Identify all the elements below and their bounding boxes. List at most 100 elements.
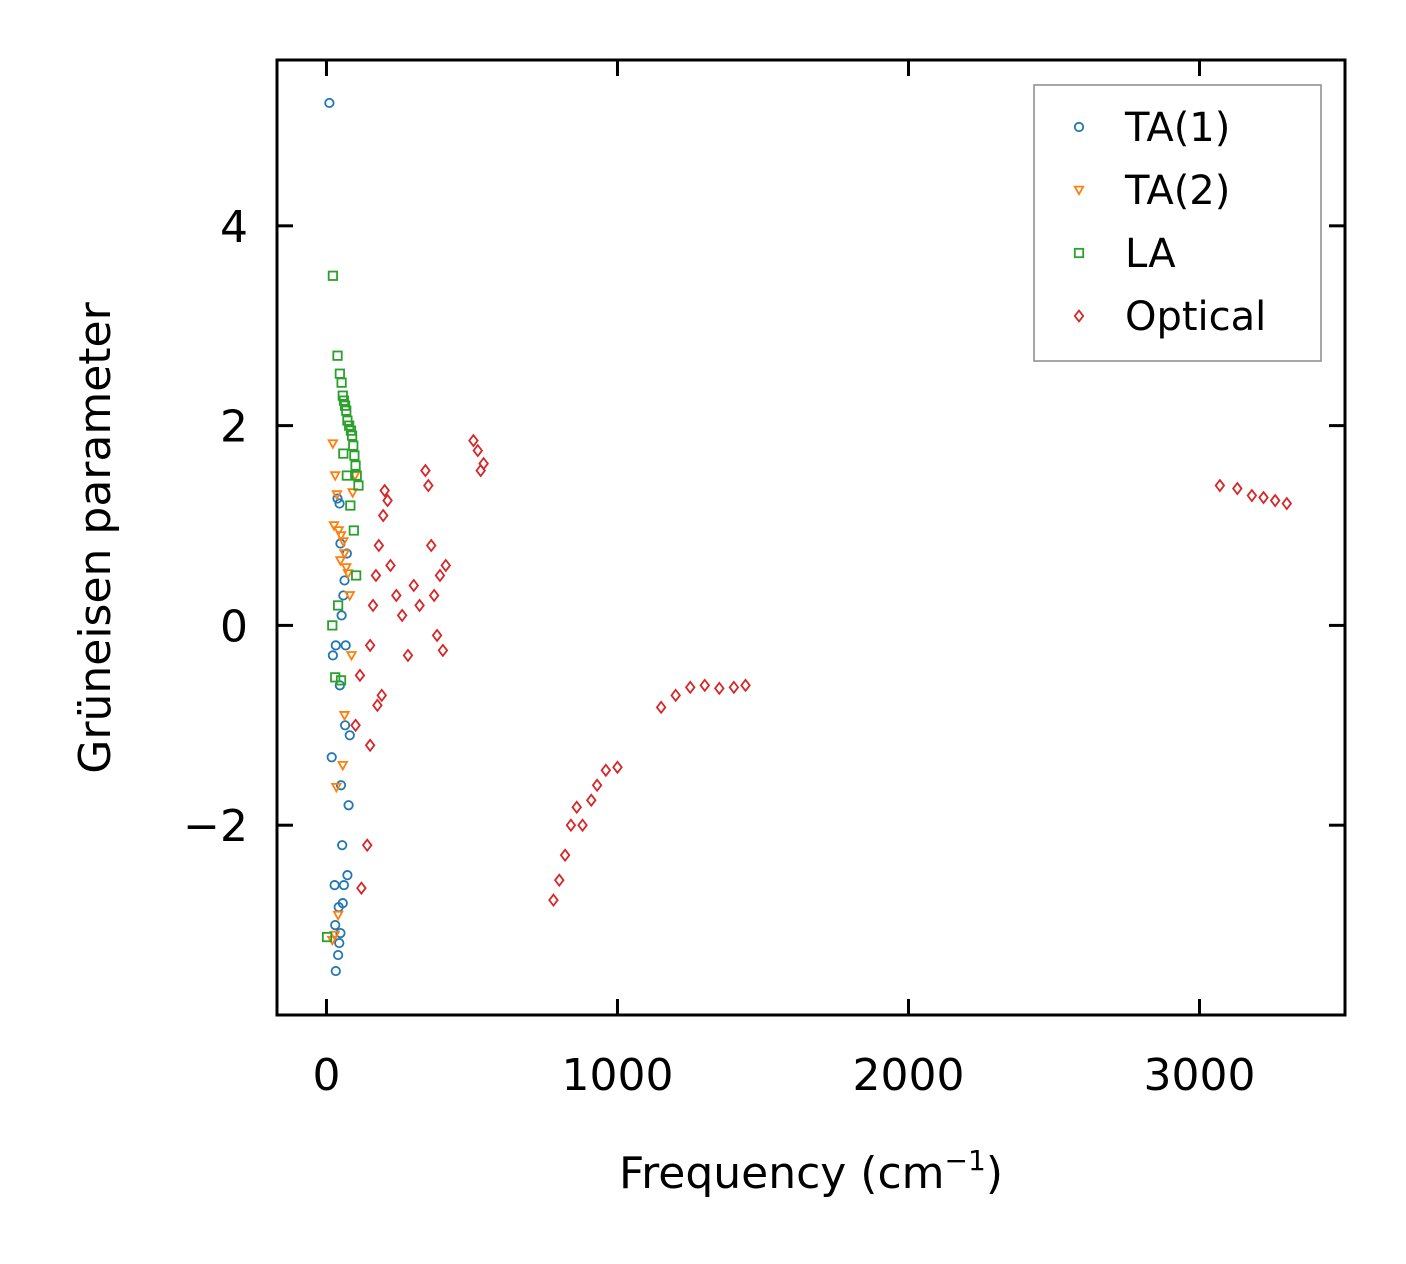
legend: TA(1) TA(2) LA Optical	[1033, 84, 1322, 362]
data-point	[327, 270, 338, 281]
data-point	[699, 678, 711, 693]
data-point	[364, 738, 376, 753]
data-point	[336, 377, 347, 388]
data-point	[571, 800, 583, 815]
series-optical	[350, 433, 1293, 908]
data-point	[333, 600, 344, 611]
y-tick-label: 2	[220, 402, 248, 453]
data-point	[353, 480, 364, 491]
data-point	[344, 591, 356, 602]
data-point	[420, 463, 431, 478]
legend-label: TA(1)	[1124, 105, 1230, 151]
data-point	[329, 471, 341, 482]
data-point	[337, 898, 348, 909]
data-point	[335, 675, 347, 686]
data-point	[326, 752, 337, 763]
data-point	[334, 556, 347, 567]
data-point	[330, 965, 341, 977]
data-point	[351, 570, 362, 581]
data-point	[343, 800, 354, 811]
data-point	[327, 650, 338, 661]
data-point	[713, 681, 725, 696]
data-point	[332, 493, 343, 504]
data-point	[670, 688, 682, 703]
data-point	[356, 881, 367, 896]
plot-marks	[321, 97, 1293, 977]
data-point	[382, 493, 393, 508]
legend-label: Optical	[1125, 294, 1266, 340]
data-point	[333, 949, 344, 961]
data-point	[340, 563, 352, 574]
data-point	[348, 440, 359, 451]
data-point	[332, 910, 344, 922]
data-point	[385, 558, 396, 573]
data-point	[425, 538, 437, 553]
data-point	[337, 761, 349, 772]
data-point	[349, 450, 360, 461]
legend-marker	[1073, 247, 1085, 259]
data-point	[340, 640, 351, 651]
data-point	[377, 508, 389, 523]
data-point	[1214, 478, 1226, 493]
data-point	[350, 718, 361, 733]
data-point	[431, 628, 443, 643]
data-point	[346, 430, 358, 441]
data-point	[342, 569, 354, 580]
data-point	[332, 526, 345, 537]
data-point	[339, 575, 350, 586]
data-point	[612, 760, 623, 775]
data-point	[351, 470, 362, 481]
legend-entry: LA	[1073, 231, 1176, 277]
data-point	[475, 463, 487, 478]
data-point	[1231, 481, 1243, 496]
data-point	[338, 448, 349, 459]
axis-ticks: 0 1000 2000 3000 −2 0 2 4	[183, 60, 1345, 1101]
data-point	[337, 840, 348, 851]
data-point	[341, 405, 352, 416]
legend-label: TA(2)	[1124, 168, 1230, 214]
data-point	[335, 531, 347, 542]
data-point	[437, 643, 449, 658]
data-point	[331, 490, 343, 501]
data-point	[348, 525, 359, 536]
x-tick-label: 2000	[852, 1050, 964, 1101]
data-point	[350, 460, 361, 471]
data-point	[330, 672, 341, 683]
legend-marker	[1073, 121, 1085, 133]
data-point	[379, 483, 391, 498]
data-point	[553, 873, 565, 888]
data-point	[600, 763, 612, 778]
data-point	[341, 470, 352, 481]
data-point	[328, 521, 340, 532]
data-point	[361, 838, 373, 853]
data-point	[334, 937, 345, 949]
data-point	[338, 549, 351, 560]
data-point	[402, 648, 414, 663]
data-point	[372, 698, 383, 713]
data-point	[376, 688, 388, 703]
data-point	[339, 720, 351, 731]
legend-entry: TA(1)	[1073, 105, 1230, 151]
data-point	[346, 488, 359, 499]
x-tick-label: 3000	[1144, 1050, 1256, 1101]
data-point	[334, 498, 345, 509]
data-point	[655, 700, 667, 715]
data-point	[330, 919, 341, 931]
data-point	[472, 443, 484, 458]
data-point	[559, 848, 571, 863]
x-axis-label-superscript: −1	[945, 1144, 986, 1177]
data-point	[327, 620, 338, 631]
data-point	[1269, 493, 1281, 508]
data-point	[577, 818, 588, 833]
data-point	[321, 931, 333, 943]
data-point	[1246, 488, 1258, 503]
data-point	[330, 640, 341, 651]
data-point	[591, 778, 603, 793]
data-point	[336, 610, 347, 621]
data-point	[370, 568, 382, 583]
legend-marker	[1073, 185, 1085, 197]
data-point	[328, 930, 341, 942]
data-point	[324, 97, 335, 109]
data-point	[337, 537, 350, 548]
